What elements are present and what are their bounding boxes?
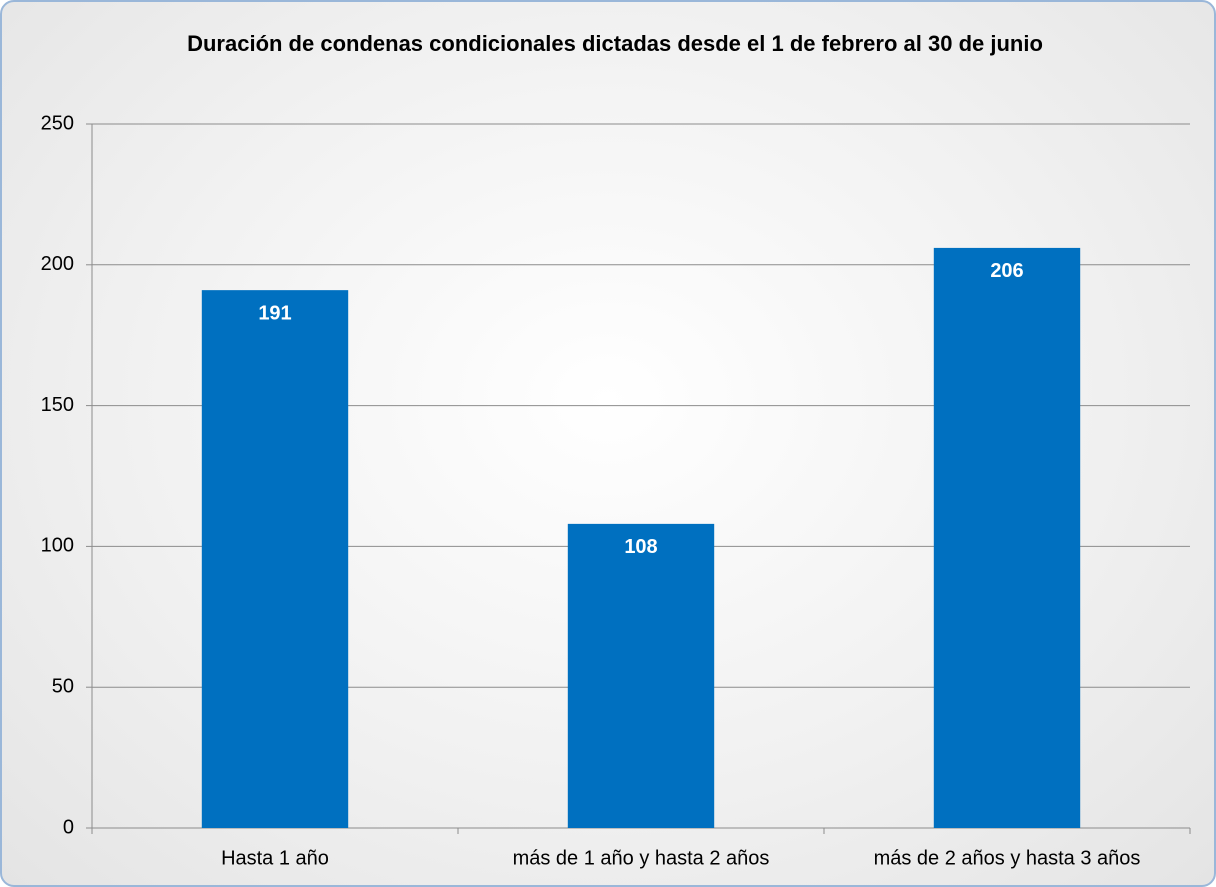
value-label: 206 <box>990 260 1023 282</box>
y-tick-label: 50 <box>52 675 74 697</box>
y-tick-label: 150 <box>41 394 74 416</box>
chart-title: Duración de condenas condicionales dicta… <box>130 30 1100 57</box>
y-tick-label: 100 <box>41 535 74 557</box>
bar <box>202 290 348 828</box>
x-tick-label: más de 1 año y hasta 2 años <box>513 847 770 869</box>
x-tick-label: más de 2 años y hasta 3 años <box>874 847 1141 869</box>
y-tick-label: 200 <box>41 253 74 275</box>
y-tick-label: 0 <box>63 816 74 838</box>
bar <box>934 248 1080 828</box>
chart: 0 50 100 150 200 250 Hasta 1 año 191 más de 1 añ… <box>2 2 1214 885</box>
bar <box>568 524 714 828</box>
value-label: 191 <box>258 302 291 324</box>
chart-frame: 0 50 100 150 200 250 Hasta 1 año 191 más de 1 añ… <box>0 0 1216 887</box>
y-tick-label: 250 <box>41 112 74 134</box>
x-tick-label: Hasta 1 año <box>221 847 329 869</box>
value-label: 108 <box>624 536 657 558</box>
